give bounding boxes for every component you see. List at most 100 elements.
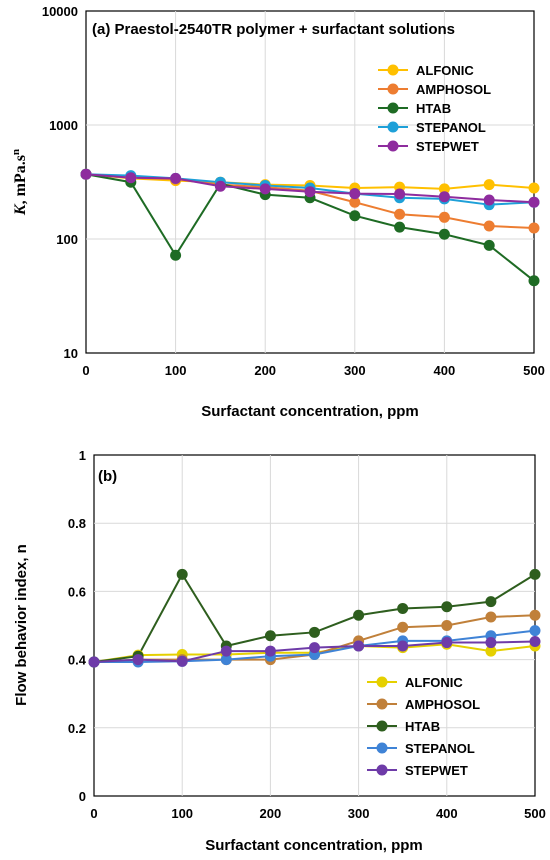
- data-point-htab: [485, 596, 497, 608]
- data-point-htab: [529, 568, 541, 580]
- panel-b-x-axis-title: Surfactant concentration, ppm: [205, 837, 423, 854]
- data-point-htab: [397, 602, 409, 614]
- data-point-stepanol: [220, 654, 232, 666]
- data-point-alfonic: [485, 645, 497, 657]
- data-point-htab: [438, 228, 450, 240]
- panel-a-y-tick-labels: 10 100 1000 10000: [42, 4, 78, 361]
- panel-b-y-tick-label: 0.6: [68, 584, 86, 599]
- panel-b-x-tick-label: 300: [348, 806, 370, 821]
- legend-marker-alfonic: [376, 676, 388, 688]
- panel-a-grid: [86, 11, 534, 353]
- panel-b-x-tick-label: 500: [524, 806, 546, 821]
- data-point-htab: [170, 249, 182, 261]
- data-point-stepwet: [441, 637, 453, 649]
- panel-a-series-points: [80, 168, 540, 287]
- data-point-amphosol: [528, 222, 540, 234]
- panel-a-y-axis-title: K, mPa.sn: [10, 149, 29, 216]
- panel-b-frame: [93, 454, 536, 797]
- data-point-stepwet: [529, 636, 541, 648]
- legend-marker-htab: [387, 102, 399, 114]
- panel-b-x-tick-label: 200: [260, 806, 282, 821]
- panel-a-x-tick-label: 400: [434, 363, 456, 378]
- data-point-stepwet: [214, 180, 226, 192]
- panel-b-title: (b): [98, 468, 117, 485]
- panel-a-y-tick-label: 10000: [42, 4, 78, 19]
- panel-b-x-tick-label: 100: [171, 806, 193, 821]
- panel-a-x-tick-label: 200: [254, 363, 276, 378]
- data-point-stepwet: [259, 183, 271, 195]
- panel-b-y-axis-title: Flow behavior index, n: [13, 544, 30, 706]
- panel-a-y-tick-label: 1000: [49, 118, 78, 133]
- data-point-amphosol: [394, 208, 406, 220]
- legend-label-stepanol: STEPANOL: [405, 741, 475, 756]
- legend-label-alfonic: ALFONIC: [405, 675, 463, 690]
- panel-b-legend: ALFONIC AMPHOSOL HTAB STEPANOL STEPWET: [367, 675, 480, 778]
- panel-a-x-tick-label: 0: [82, 363, 89, 378]
- legend-label-stepwet: STEPWET: [405, 763, 468, 778]
- data-point-amphosol: [397, 621, 409, 633]
- data-point-htab: [264, 630, 276, 642]
- panel-a-title: (a) Praestol-2540TR polymer + surfactant…: [92, 21, 455, 38]
- data-point-stepwet: [309, 642, 320, 654]
- data-point-htab: [483, 239, 495, 251]
- data-point-stepwet: [125, 172, 137, 184]
- data-point-amphosol: [485, 611, 497, 623]
- data-point-stepwet: [438, 191, 450, 203]
- data-point-stepwet: [132, 654, 144, 666]
- legend-label-amphosol: AMPHOSOL: [405, 697, 480, 712]
- data-point-amphosol: [441, 620, 453, 631]
- panel-b-y-tick-labels: 0 0.2 0.4 0.6 0.8 1: [68, 448, 87, 804]
- panel-a-x-tick-label: 100: [165, 363, 187, 378]
- data-point-stepwet: [485, 637, 497, 649]
- data-point-htab: [353, 609, 365, 621]
- panel-a-y-tick-label: 100: [56, 232, 78, 247]
- data-point-stepwet: [483, 194, 495, 206]
- panel-b-x-tick-label: 400: [436, 806, 458, 821]
- panel-b-y-tick-label: 1: [79, 448, 86, 463]
- panel-a-y-tick-label: 10: [64, 346, 78, 361]
- panel-a-y-axis-title-sup: n: [10, 149, 22, 155]
- legend-label-amphosol: AMPHOSOL: [416, 82, 491, 97]
- legend-marker-stepanol: [376, 742, 388, 754]
- panel-b-y-tick-label: 0.8: [68, 516, 86, 531]
- panel-b-y-tick-label: 0.2: [68, 721, 86, 736]
- legend-label-htab: HTAB: [416, 101, 451, 116]
- data-point-amphosol: [483, 220, 495, 232]
- panel-a-x-tick-labels: 0 100 200 300 400 500: [82, 363, 544, 378]
- legend-label-stepwet: STEPWET: [416, 139, 479, 154]
- panel-b-series-points: [88, 568, 541, 668]
- panel-a-x-axis-title: Surfactant concentration, ppm: [201, 403, 419, 420]
- data-point-stepwet: [353, 640, 365, 652]
- data-point-htab: [394, 221, 406, 233]
- legend-label-htab: HTAB: [405, 719, 440, 734]
- legend-marker-alfonic: [387, 64, 399, 76]
- data-point-htab: [441, 601, 453, 613]
- panel-a-y-axis-title-unit: , mPa.s: [12, 155, 29, 204]
- panel-a-x-tick-label: 300: [344, 363, 366, 378]
- data-point-stepanol: [529, 625, 541, 637]
- data-point-stepwet: [220, 645, 232, 657]
- panel-a-y-axis-title-main: K: [12, 203, 29, 216]
- data-point-stepwet: [394, 188, 406, 200]
- data-point-stepwet: [528, 196, 540, 208]
- data-point-htab: [349, 210, 361, 222]
- legend-marker-amphosol: [387, 83, 399, 95]
- data-point-alfonic: [438, 183, 450, 195]
- legend-marker-amphosol: [376, 698, 388, 710]
- data-point-stepwet: [397, 640, 409, 652]
- panel-b-x-tick-label: 0: [90, 806, 97, 821]
- data-point-stepwet: [264, 645, 276, 657]
- legend-marker-stepanol: [387, 121, 399, 133]
- data-point-htab: [176, 568, 188, 580]
- data-point-stepwet: [170, 172, 182, 184]
- legend-marker-htab: [376, 720, 388, 732]
- data-point-stepwet: [349, 188, 361, 200]
- legend-marker-stepwet: [376, 764, 388, 776]
- legend-label-alfonic: ALFONIC: [416, 63, 474, 78]
- data-point-alfonic: [483, 179, 495, 191]
- panel-b: 0 100 200 300 400 500 0 0.2 0.4 0.6 0.8 1 (b) Surf…: [13, 448, 546, 854]
- data-point-amphosol: [529, 609, 541, 621]
- panel-b-x-tick-labels: 0 100 200 300 400 500: [90, 806, 545, 821]
- panel-b-grid: [94, 455, 535, 796]
- panel-a: 0 100 200 300 400 500 10 100 1000 10000 (a) Prae…: [10, 4, 545, 420]
